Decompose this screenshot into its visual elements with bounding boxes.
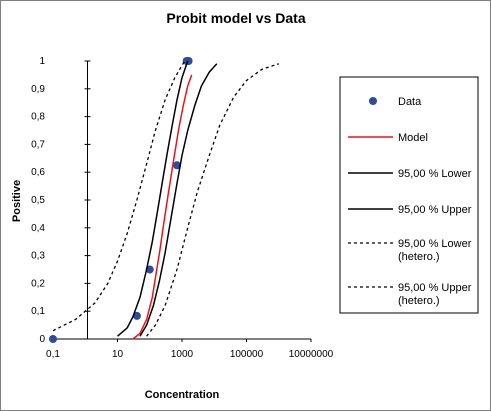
y-tick-label: 0,3 [31,251,45,262]
chart-title: Probit model vs Data [166,10,305,26]
legend-label: 95,00 % Lower [398,238,472,250]
x-tick-label: 10 [112,349,124,360]
x-tick-label: 10000000 [289,349,334,360]
series-line-1 [132,74,193,340]
legend-label: (hetero.) [398,295,440,307]
legend-label: 95,00 % Lower [398,168,472,180]
data-point [49,335,57,343]
legend: Data Model 95,00 % Lower 95,00 % Upper 95,00… [339,76,479,314]
y-tick-label: 1 [39,56,45,67]
series-group [49,57,280,343]
x-axis-title: Concentration [145,389,220,401]
y-tick-label: 0,2 [31,278,45,289]
series-line-4 [52,60,186,332]
data-point [132,311,141,320]
legend-label: Model [398,132,428,144]
y-tick-label: 0,9 [31,84,45,95]
y-tick-label: 0,5 [31,195,45,206]
series-line-3 [139,63,218,337]
y-tick-label: 0 [39,334,45,345]
y-tick-label: 0,6 [31,167,45,178]
legend-label: Data [398,96,422,108]
axes: 00,10,20,30,40,50,60,70,80,910,1 10 1000 10… [31,56,334,360]
y-tick-label: 0,1 [31,306,45,317]
y-tick-label: 0,4 [31,223,45,234]
x-tick-label: 0,1 [46,349,60,360]
series-line-2 [117,60,189,337]
series-line-5 [146,63,280,337]
data-point [173,161,182,170]
y-tick-label: 0,7 [31,139,45,150]
x-tick-label: 100000 [230,349,264,360]
legend-box [339,76,479,314]
data-point [184,57,193,65]
y-tick-label: 0,8 [31,112,45,123]
y-axis-title: Positive [11,180,23,222]
x-tick-label: 1000 [171,349,194,360]
legend-label: 95,00 % Upper [398,282,472,294]
legend-marker-data [369,97,377,105]
legend-label: 95,00 % Upper [398,204,472,216]
legend-label: (hetero.) [398,251,440,263]
